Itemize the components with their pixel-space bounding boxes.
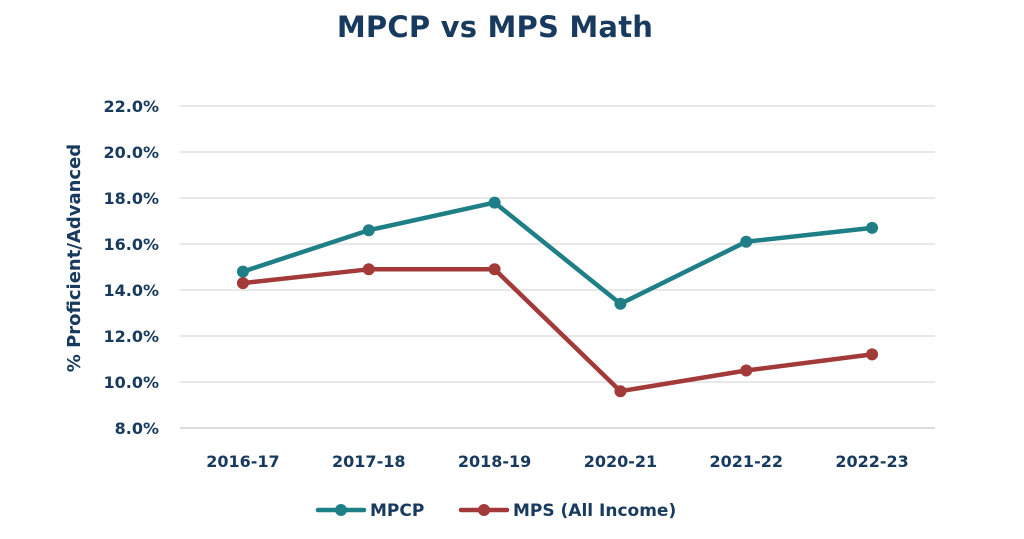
series-mps <box>236 263 879 398</box>
data-point <box>866 348 879 361</box>
series-mpcp <box>236 196 879 310</box>
legend-swatch-marker <box>478 504 490 516</box>
y-tick-label: 20.0% <box>103 143 159 162</box>
y-tick-label: 22.0% <box>103 97 159 116</box>
y-tick-label: 8.0% <box>115 419 159 438</box>
y-axis-ticks: 8.0% 10.0% 12.0% 14.0% 16.0% 18.0% 20.0% 22.0% <box>103 97 159 438</box>
y-tick-label: 14.0% <box>103 281 159 300</box>
series-line <box>240 267 875 394</box>
y-axis-label: % Proficient/Advanced <box>64 144 85 372</box>
data-point <box>614 385 627 398</box>
legend-item: MPS (All Income) <box>458 501 676 521</box>
series <box>236 196 879 398</box>
data-point <box>488 263 501 276</box>
legend-item: MPCP <box>315 501 424 521</box>
x-tick-label: 2022-23 <box>835 452 908 471</box>
y-tick-label: 12.0% <box>103 327 159 346</box>
chart-title: MPCP vs MPS Math <box>336 10 654 44</box>
x-axis-ticks: 2016-17 2017-18 2018-19 2020-21 2021-22 2022-… <box>206 452 909 471</box>
y-tick-label: 10.0% <box>103 373 159 392</box>
x-tick-label: 2021-22 <box>710 452 783 471</box>
data-point <box>740 364 753 377</box>
x-tick-label: 2016-17 <box>206 452 279 471</box>
legend-label: MPS (All Income) <box>513 501 676 521</box>
legend-label: MPCP <box>370 501 424 521</box>
data-point <box>614 297 627 310</box>
series-line <box>240 200 875 307</box>
data-point <box>362 263 375 276</box>
data-point <box>362 224 375 237</box>
gridlines <box>180 105 935 429</box>
legend: MPCP MPS (All Income) <box>315 501 676 521</box>
x-tick-label: 2020-21 <box>584 452 657 471</box>
data-point <box>866 221 879 234</box>
data-point <box>488 196 501 209</box>
data-point <box>236 265 249 278</box>
x-tick-label: 2017-18 <box>332 452 405 471</box>
data-point <box>236 277 249 290</box>
legend-swatch-marker <box>335 504 347 516</box>
y-tick-label: 18.0% <box>103 189 159 208</box>
data-point <box>740 235 753 248</box>
y-tick-label: 16.0% <box>103 235 159 254</box>
x-tick-label: 2018-19 <box>458 452 531 471</box>
